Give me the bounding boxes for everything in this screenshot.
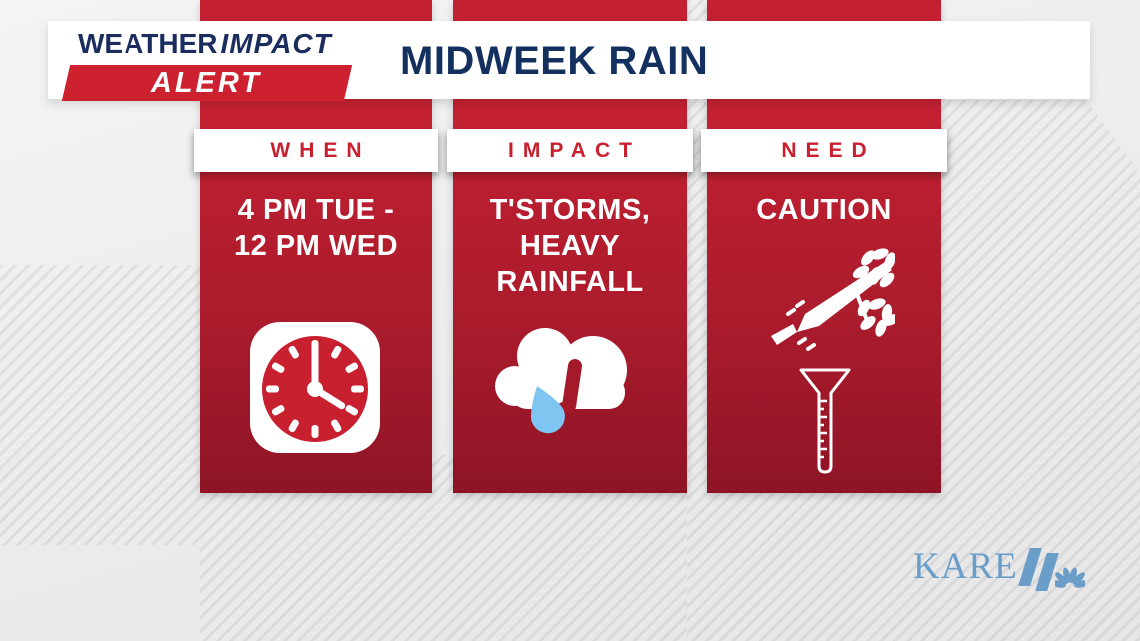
column-impact-content: T'STORMS, HEAVY RAINFALL <box>453 172 687 493</box>
column-body <box>453 129 687 493</box>
logo-impact-text: IMPACT <box>220 28 332 59</box>
station-call-letters: KARE <box>913 546 1018 587</box>
alert-label: ALERT <box>151 66 263 99</box>
nbc-peacock-icon <box>1054 567 1085 588</box>
column-when-header: WHEN <box>194 129 438 172</box>
logo-brand-line: WEATHER IMPACT <box>78 28 332 61</box>
rain-gauge-icon <box>799 368 851 474</box>
clock-icon <box>250 322 380 453</box>
need-value: CAUTION <box>756 194 892 226</box>
broken-branch-icon <box>771 248 895 351</box>
alert-red-banner: ALERT <box>61 65 353 101</box>
page-title: MIDWEEK RAIN <box>400 39 709 83</box>
weather-impact-alert-logo: WEATHER IMPACT ALERT <box>61 28 374 101</box>
rain-cloud-icon <box>495 328 627 434</box>
logo-weather-text: WEATHER <box>78 28 218 59</box>
column-need-content: CAUTION <box>707 172 941 493</box>
kare-11-logo: KARE <box>913 546 1085 596</box>
channel-11-digits <box>1017 548 1059 591</box>
column-impact: IMPACT T'STORMS, HEAVY RAINFALL <box>447 0 693 493</box>
need-label: NEED <box>781 138 876 162</box>
column-impact-header: IMPACT <box>447 129 693 172</box>
title-banner: WEATHER IMPACT ALERT MIDWEEK RAIN <box>48 21 1090 101</box>
when-label: WHEN <box>270 138 371 162</box>
column-when: WHEN 4 PM TUE - 12 PM WED <box>194 0 438 493</box>
column-need-header: NEED <box>701 129 947 172</box>
column-when-content: 4 PM TUE - 12 PM WED <box>200 172 432 493</box>
when-value: 4 PM TUE - 12 PM WED <box>233 194 399 262</box>
raindrop-icon <box>531 386 565 434</box>
diagonal-stripe-panel-left <box>0 265 200 545</box>
impact-value: T'STORMS, HEAVY RAINFALL <box>489 194 651 298</box>
impact-label: IMPACT <box>508 138 641 162</box>
